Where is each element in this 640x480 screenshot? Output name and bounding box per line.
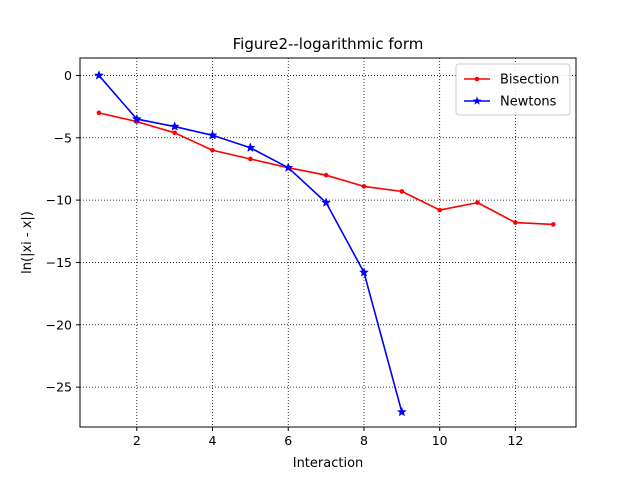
series-line-bisection	[98, 112, 554, 226]
data-point-newtons	[358, 267, 370, 277]
x-tick-label: 2	[133, 433, 141, 448]
data-point-bisection	[210, 147, 215, 153]
data-point-bisection	[323, 172, 329, 178]
data-point-bisection	[172, 130, 177, 136]
data-point-bisection	[475, 200, 480, 205]
x-tick-label: 12	[507, 433, 523, 448]
x-tick-label: 6	[284, 433, 292, 448]
x-tick-label: 8	[360, 433, 368, 448]
data-point-bisection	[513, 220, 518, 225]
data-point-newtons	[131, 113, 142, 124]
series-newtons	[93, 70, 407, 417]
legend-label: Newtons	[500, 95, 557, 110]
y-tick-label: 0	[64, 68, 72, 83]
series-line-newtons	[98, 74, 403, 413]
legend-item-newtons: Newtons	[464, 95, 557, 110]
data-point-bisection	[550, 222, 556, 227]
legend-item-bisection: Bisection	[464, 73, 559, 88]
chart-title: Figure2--logarithmic form	[233, 35, 424, 53]
y-tick-label: −20	[46, 317, 72, 332]
y-tick-label: −15	[46, 255, 72, 270]
data-point-newtons	[321, 197, 332, 207]
x-axis-label: Interaction	[293, 456, 364, 471]
plot-area-frame	[79, 57, 577, 428]
data-point-bisection	[437, 207, 442, 213]
legend: Bisection Newtons	[455, 63, 571, 116]
data-point-newtons	[169, 121, 180, 131]
data-point-newtons	[93, 70, 104, 80]
legend-frame	[455, 63, 571, 116]
series-bisection	[96, 110, 556, 227]
legend-swatch-marker	[474, 76, 480, 82]
y-axis-label: ln(|xi - x|)	[20, 211, 35, 274]
legend-swatch-marker	[472, 96, 482, 105]
axis-ticks: 2 4 6 8 10 12 0 −5 −10 −15 −20 −25	[46, 68, 524, 448]
legend-label: Bisection	[500, 73, 559, 88]
data-point-newtons	[245, 142, 256, 153]
data-point-newtons	[396, 406, 407, 417]
y-tick-label: −10	[46, 193, 72, 208]
data-point-bisection	[96, 110, 102, 116]
data-point-newtons	[207, 129, 218, 140]
y-tick-label: −25	[46, 380, 72, 395]
series-layer	[93, 70, 556, 417]
data-point-bisection	[399, 189, 405, 194]
y-tick-label: −5	[54, 130, 72, 145]
data-point-bisection	[361, 184, 367, 189]
x-tick-label: 10	[432, 433, 448, 448]
x-tick-label: 4	[209, 433, 217, 448]
data-point-newtons	[283, 162, 294, 172]
data-point-bisection	[248, 156, 253, 162]
